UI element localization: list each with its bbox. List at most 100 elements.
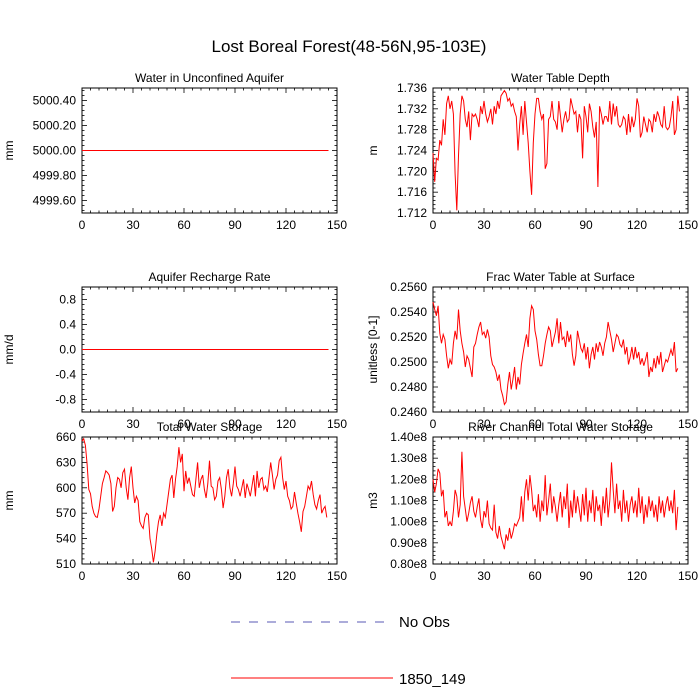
x-tick-label: 30 (477, 417, 491, 431)
plot-frame (432, 286, 689, 413)
x-tick-label: 150 (327, 417, 347, 431)
plot-frame (81, 436, 338, 565)
x-tick-label: 60 (528, 417, 542, 431)
y-tick-label: 510 (56, 557, 76, 571)
y-tick-label: 1.00e8 (390, 515, 427, 529)
y-tick-label: 660 (56, 430, 76, 444)
y-tick-label: 0.80e8 (390, 557, 427, 571)
x-tick-label: 60 (177, 569, 191, 583)
y-tick-label: 540 (56, 532, 76, 546)
panel-frac-water-table-at-surface: Frac Water Table at Surface unitless [0-1… (366, 270, 698, 431)
x-tick-label: 120 (627, 218, 647, 232)
y-axis-label: mm (2, 141, 16, 161)
x-tick-label: 30 (126, 417, 140, 431)
figure-title: Lost Boreal Forest(48-56N,95-103E) (212, 37, 487, 56)
x-tick-label: 30 (126, 218, 140, 232)
panel-title: Frac Water Table at Surface (486, 270, 635, 284)
panel-water-table-depth: Water Table Depth m 0 30 60 90 120 150 1.712 1.71… (366, 71, 698, 232)
y-tick-label: -0.4 (55, 368, 76, 382)
panel-title: Water in Unconfined Aquifer (135, 71, 284, 85)
y-tick-label: 0.0 (59, 343, 76, 357)
x-tick-label: 90 (579, 569, 593, 583)
x-tick-label: 30 (477, 218, 491, 232)
panel-title: Total Water Storage (157, 420, 263, 434)
panel-title: River Channel Total Water Storage (468, 420, 653, 434)
y-tick-label: 1.712 (397, 206, 427, 220)
panel-title: Water Table Depth (511, 71, 610, 85)
x-tick-label: 60 (528, 569, 542, 583)
x-tick-label: 150 (678, 218, 698, 232)
x-tick-label: 90 (228, 417, 242, 431)
x-tick-label: 120 (276, 218, 296, 232)
y-tick-label: 570 (56, 506, 76, 520)
legend-label-1850-149: 1850_149 (399, 671, 466, 688)
plot-frame (432, 87, 689, 214)
x-tick-label: 30 (477, 569, 491, 583)
x-tick-label: 120 (627, 417, 647, 431)
x-tick-label: 150 (327, 569, 347, 583)
legend-label-no-obs: No Obs (399, 614, 450, 631)
x-tick-label: 0 (430, 417, 437, 431)
panel-aquifer-recharge-rate: Aquifer Recharge Rate mm/d 0 30 60 90 120 150 -0… (2, 270, 347, 431)
x-tick-label: 120 (276, 569, 296, 583)
y-tick-label: 1.724 (397, 144, 427, 158)
series-line-1850-149 (432, 451, 679, 550)
y-tick-label: 5000.20 (33, 119, 77, 133)
y-tick-label: 4999.80 (33, 169, 77, 183)
x-tick-label: 60 (528, 218, 542, 232)
y-tick-label: 600 (56, 481, 76, 495)
panel-water-in-unconfined-aquifer: Water in Unconfined Aquifer mm 0 30 60 90 120 1… (2, 71, 347, 232)
y-tick-label: 1.10e8 (390, 494, 427, 508)
series-line-1850-149 (432, 301, 679, 406)
x-tick-label: 60 (177, 218, 191, 232)
x-tick-label: 150 (678, 417, 698, 431)
x-tick-label: 90 (228, 218, 242, 232)
x-tick-label: 90 (579, 218, 593, 232)
y-tick-label: 0.2500 (390, 355, 427, 369)
y-tick-label: 0.90e8 (390, 536, 427, 550)
y-tick-label: 1.716 (397, 185, 427, 199)
x-tick-label: 0 (79, 218, 86, 232)
x-tick-label: 60 (177, 417, 191, 431)
panel-title: Aquifer Recharge Rate (148, 270, 270, 284)
x-tick-label: 90 (228, 569, 242, 583)
y-tick-label: 0.4 (59, 318, 76, 332)
y-tick-label: 5000.40 (33, 94, 77, 108)
y-tick-label: 1.728 (397, 123, 427, 137)
x-tick-label: 120 (276, 417, 296, 431)
x-tick-label: 30 (126, 569, 140, 583)
x-tick-label: 0 (79, 569, 86, 583)
y-tick-label: 0.2480 (390, 380, 427, 394)
y-tick-label: 0.2560 (390, 280, 427, 294)
y-tick-label: 0.2520 (390, 330, 427, 344)
x-tick-label: 150 (678, 569, 698, 583)
x-tick-label: 0 (79, 417, 86, 431)
y-axis-label: m3 (366, 492, 380, 509)
y-axis-label: m (366, 146, 380, 156)
legend: No Obs 1850_149 (231, 614, 466, 688)
panel-river-channel-total-water-storage: River Channel Total Water Storage m3 0 30 60… (366, 420, 698, 583)
y-tick-label: 1.40e8 (390, 430, 427, 444)
y-axis-label: mm (2, 491, 16, 511)
y-tick-label: 4999.60 (33, 194, 77, 208)
x-tick-label: 90 (579, 417, 593, 431)
y-tick-label: 0.2540 (390, 305, 427, 319)
y-tick-label: 1.20e8 (390, 472, 427, 486)
series-line-1850-149 (81, 437, 328, 563)
y-tick-label: 1.720 (397, 164, 427, 178)
y-tick-label: 630 (56, 455, 76, 469)
y-tick-label: 5000.00 (33, 144, 77, 158)
y-axis-label: mm/d (2, 335, 16, 365)
y-axis-label: unitless [0-1] (366, 315, 380, 383)
panel-total-water-storage: Total Water Storage mm 0 30 60 90 120 150 510 540… (2, 420, 347, 583)
y-tick-label: -0.8 (55, 393, 76, 407)
x-tick-label: 0 (430, 569, 437, 583)
y-tick-label: 0.8 (59, 293, 76, 307)
y-tick-label: 0.2460 (390, 405, 427, 419)
x-tick-label: 120 (627, 569, 647, 583)
y-tick-label: 1.30e8 (390, 451, 427, 465)
x-tick-label: 150 (327, 218, 347, 232)
x-tick-label: 0 (430, 218, 437, 232)
y-tick-label: 1.736 (397, 81, 427, 95)
